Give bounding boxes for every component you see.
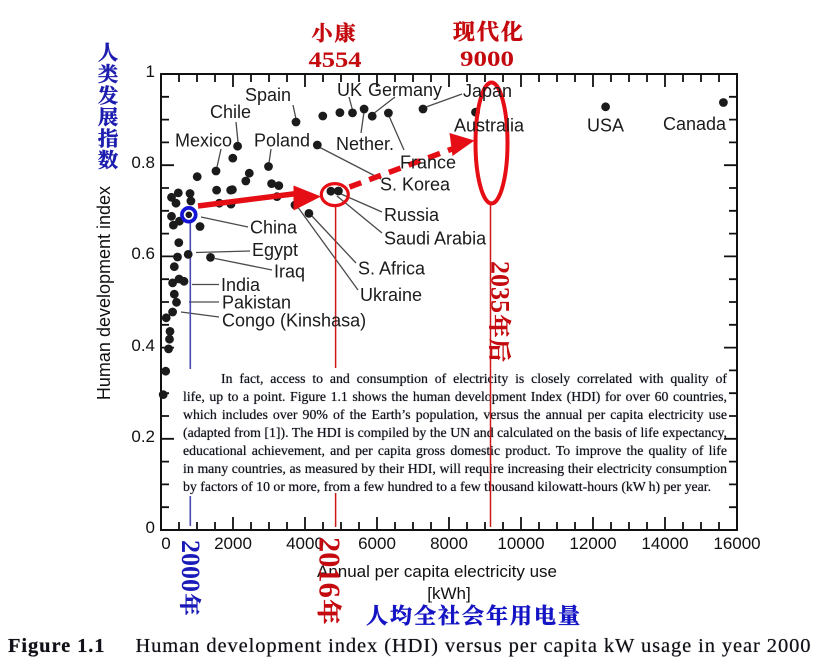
svg-text:2000: 2000 (176, 540, 205, 592)
svg-text:Iraq: Iraq (274, 262, 305, 282)
svg-text:[kWh]: [kWh] (427, 584, 470, 603)
svg-text:Pakistan: Pakistan (222, 293, 291, 313)
svg-text:Spain: Spain (245, 85, 291, 105)
svg-text:S. Korea: S. Korea (380, 175, 451, 195)
svg-text:Egypt: Egypt (252, 240, 298, 260)
svg-text:4554: 4554 (309, 47, 362, 72)
svg-text:Nether.: Nether. (336, 134, 394, 154)
svg-text:0: 0 (146, 518, 155, 537)
svg-text:Chile: Chile (210, 102, 251, 122)
svg-text:1: 1 (146, 62, 155, 81)
svg-text:Canada: Canada (663, 114, 727, 134)
svg-text:10000: 10000 (497, 534, 544, 553)
svg-text:Australia: Australia (454, 116, 525, 136)
svg-text:0.6: 0.6 (131, 244, 155, 263)
svg-text:Poland: Poland (254, 131, 310, 151)
svg-text:4000: 4000 (286, 534, 324, 553)
svg-text:0.4: 0.4 (131, 336, 155, 355)
svg-text:2016: 2016 (312, 537, 346, 598)
svg-text:Human development index: Human development index (94, 186, 114, 400)
svg-text:Saudi Arabia: Saudi Arabia (384, 229, 487, 249)
svg-text:India: India (221, 275, 261, 295)
svg-text:France: France (400, 153, 456, 173)
svg-text:0: 0 (161, 534, 170, 553)
svg-text:Mexico: Mexico (175, 131, 232, 151)
svg-text:14000: 14000 (641, 534, 688, 553)
svg-text:China: China (250, 218, 298, 238)
svg-text:6000: 6000 (358, 534, 396, 553)
svg-text:Germany: Germany (368, 80, 442, 100)
svg-text:12000: 12000 (569, 534, 616, 553)
svg-text:16000: 16000 (713, 534, 760, 553)
svg-text:2035: 2035 (485, 261, 514, 313)
svg-text:UK: UK (337, 80, 362, 100)
svg-text:0.2: 0.2 (131, 427, 155, 446)
svg-text:Russia: Russia (384, 205, 440, 225)
svg-text:Congo (Kinshasa): Congo (Kinshasa) (222, 311, 366, 331)
svg-text:2000: 2000 (214, 534, 252, 553)
svg-text:Japan: Japan (463, 81, 512, 101)
svg-text:9000: 9000 (460, 46, 514, 71)
svg-text:Annual per capita electricity: Annual per capita electricity use (317, 562, 557, 581)
svg-text:8000: 8000 (430, 534, 468, 553)
svg-text:0.8: 0.8 (131, 153, 155, 172)
svg-text:USA: USA (587, 116, 624, 136)
svg-text:Ukraine: Ukraine (360, 285, 422, 305)
svg-text:S. Africa: S. Africa (358, 259, 426, 279)
